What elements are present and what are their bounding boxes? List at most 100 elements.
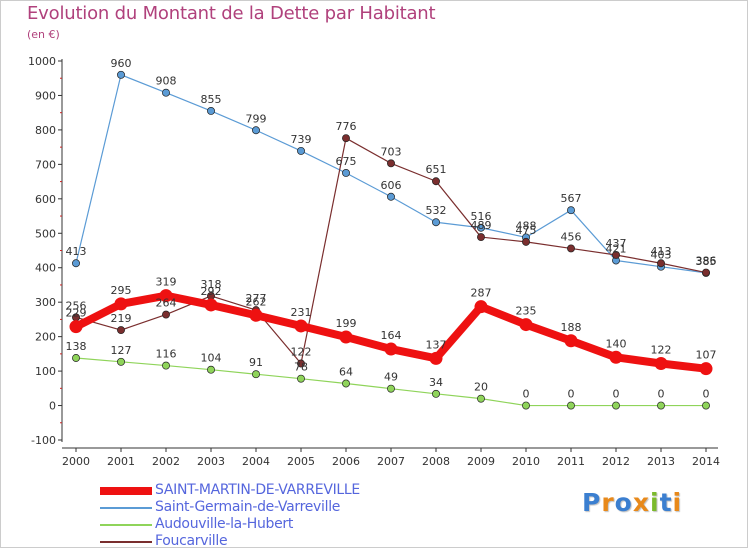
- data-label-saint-germain-de-varreville: 421: [606, 242, 627, 255]
- legend-swatch: [100, 524, 152, 526]
- data-label-saint-germain-de-varreville: 908: [156, 75, 177, 88]
- proxiti-logo: Proxiti: [582, 488, 683, 517]
- unit-label: (en €): [27, 28, 60, 41]
- data-label-foucarville: 703: [381, 145, 402, 158]
- data-point-foucarville: [522, 237, 530, 246]
- data-label-saint-martin-de-varreville: 199: [336, 317, 357, 330]
- data-point-saint-martin-de-varreville: [384, 342, 398, 356]
- data-label-audouville-la-hubert: 64: [339, 365, 353, 378]
- legend-swatch: [100, 507, 152, 509]
- data-label-saint-martin-de-varreville: 295: [111, 284, 132, 297]
- data-label-foucarville: 475: [516, 224, 537, 237]
- data-label-saint-germain-de-varreville: 855: [201, 93, 222, 106]
- data-label-saint-martin-de-varreville: 287: [471, 287, 492, 300]
- legend-label: Saint-Germain-de-Varreville: [155, 499, 341, 515]
- data-point-audouville-la-hubert: [162, 361, 170, 370]
- y-tick-label: 100: [35, 365, 56, 378]
- data-point-audouville-la-hubert: [252, 370, 260, 379]
- data-label-saint-martin-de-varreville: 319: [156, 276, 177, 289]
- chart-title: Evolution du Montant de la Dette par Hab…: [27, 3, 436, 24]
- data-point-foucarville: [432, 177, 440, 186]
- data-point-saint-germain-de-varreville: [297, 146, 305, 155]
- data-point-saint-martin-de-varreville: [69, 320, 83, 334]
- data-point-audouville-la-hubert: [522, 401, 530, 410]
- y-tick-label: 1000: [28, 55, 56, 68]
- x-tick-label: 2011: [557, 455, 585, 468]
- data-label-foucarville: 776: [336, 120, 357, 133]
- data-point-audouville-la-hubert: [612, 401, 620, 410]
- data-point-saint-germain-de-varreville: [432, 218, 440, 227]
- data-point-saint-martin-de-varreville: [519, 318, 533, 332]
- data-point-foucarville: [657, 259, 665, 268]
- data-label-saint-germain-de-varreville: 675: [336, 155, 357, 168]
- legend-swatch: [100, 541, 152, 543]
- x-tick-label: 2006: [332, 455, 360, 468]
- data-point-saint-martin-de-varreville: [339, 330, 353, 344]
- data-label-saint-germain-de-varreville: 488: [516, 219, 537, 232]
- data-label-foucarville: 456: [561, 230, 582, 243]
- data-label-saint-germain-de-varreville: 413: [66, 245, 87, 258]
- data-label-saint-germain-de-varreville: 385: [696, 255, 717, 268]
- data-label-foucarville: 122: [291, 346, 312, 359]
- x-tick-label: 2003: [197, 455, 225, 468]
- data-label-foucarville: 277: [246, 292, 267, 305]
- data-point-saint-martin-de-varreville: [294, 319, 308, 333]
- x-tick-label: 2004: [242, 455, 270, 468]
- data-label-audouville-la-hubert: 49: [384, 371, 398, 384]
- data-label-foucarville: 489: [471, 219, 492, 232]
- data-point-audouville-la-hubert: [297, 374, 305, 383]
- series-layer: [69, 70, 713, 410]
- data-label-audouville-la-hubert: 138: [66, 340, 87, 353]
- data-label-audouville-la-hubert: 0: [658, 388, 665, 401]
- data-point-saint-germain-de-varreville: [72, 259, 80, 268]
- x-tick-label: 2002: [152, 455, 180, 468]
- data-label-foucarville: 264: [156, 297, 177, 310]
- data-point-audouville-la-hubert: [657, 401, 665, 410]
- data-point-saint-germain-de-varreville: [567, 206, 575, 215]
- x-tick-label: 2009: [467, 455, 495, 468]
- x-tick-label: 2000: [62, 455, 90, 468]
- data-label-saint-germain-de-varreville: 799: [246, 112, 267, 125]
- data-point-audouville-la-hubert: [702, 401, 710, 410]
- data-point-audouville-la-hubert: [207, 365, 215, 374]
- data-point-saint-martin-de-varreville: [654, 357, 668, 371]
- data-label-audouville-la-hubert: 0: [523, 388, 530, 401]
- data-point-saint-martin-de-varreville: [564, 334, 578, 348]
- x-tick-label: 2005: [287, 455, 315, 468]
- data-label-audouville-la-hubert: 0: [568, 388, 575, 401]
- y-tick-label: 800: [35, 124, 56, 137]
- data-label-saint-germain-de-varreville: 567: [561, 192, 582, 205]
- data-point-saint-germain-de-varreville: [477, 223, 485, 232]
- data-point-foucarville: [702, 268, 710, 277]
- y-tick-label: -100: [31, 434, 56, 447]
- data-point-foucarville: [612, 251, 620, 259]
- data-label-foucarville: 437: [606, 237, 627, 250]
- data-label-foucarville: 651: [426, 163, 447, 176]
- data-point-foucarville: [387, 159, 395, 168]
- x-tick-label: 2012: [602, 455, 630, 468]
- data-point-audouville-la-hubert: [342, 379, 350, 388]
- x-tick-label: 2010: [512, 455, 540, 468]
- data-label-saint-martin-de-varreville: 122: [651, 344, 672, 357]
- data-label-audouville-la-hubert: 91: [249, 356, 263, 369]
- legend-label: Foucarville: [155, 533, 228, 549]
- data-point-saint-germain-de-varreville: [252, 126, 260, 135]
- data-point-saint-martin-de-varreville: [474, 300, 488, 314]
- legend-label: Audouville-la-Hubert: [155, 516, 294, 532]
- data-label-saint-martin-de-varreville: 262: [246, 295, 267, 308]
- data-label-saint-martin-de-varreville: 188: [561, 321, 582, 334]
- x-tick-label: 2008: [422, 455, 450, 468]
- data-point-saint-martin-de-varreville: [159, 289, 173, 303]
- data-label-saint-germain-de-varreville: 739: [291, 133, 312, 146]
- data-point-audouville-la-hubert: [387, 384, 395, 393]
- data-point-audouville-la-hubert: [477, 394, 485, 403]
- data-label-saint-martin-de-varreville: 235: [516, 305, 537, 318]
- x-tick-label: 2001: [107, 455, 135, 468]
- y-tick-label: 700: [35, 158, 56, 171]
- data-label-saint-martin-de-varreville: 140: [606, 337, 627, 350]
- data-label-foucarville: 386: [696, 255, 717, 268]
- data-label-audouville-la-hubert: 104: [201, 352, 222, 365]
- x-tick-label: 2007: [377, 455, 405, 468]
- data-label-foucarville: 219: [111, 312, 132, 325]
